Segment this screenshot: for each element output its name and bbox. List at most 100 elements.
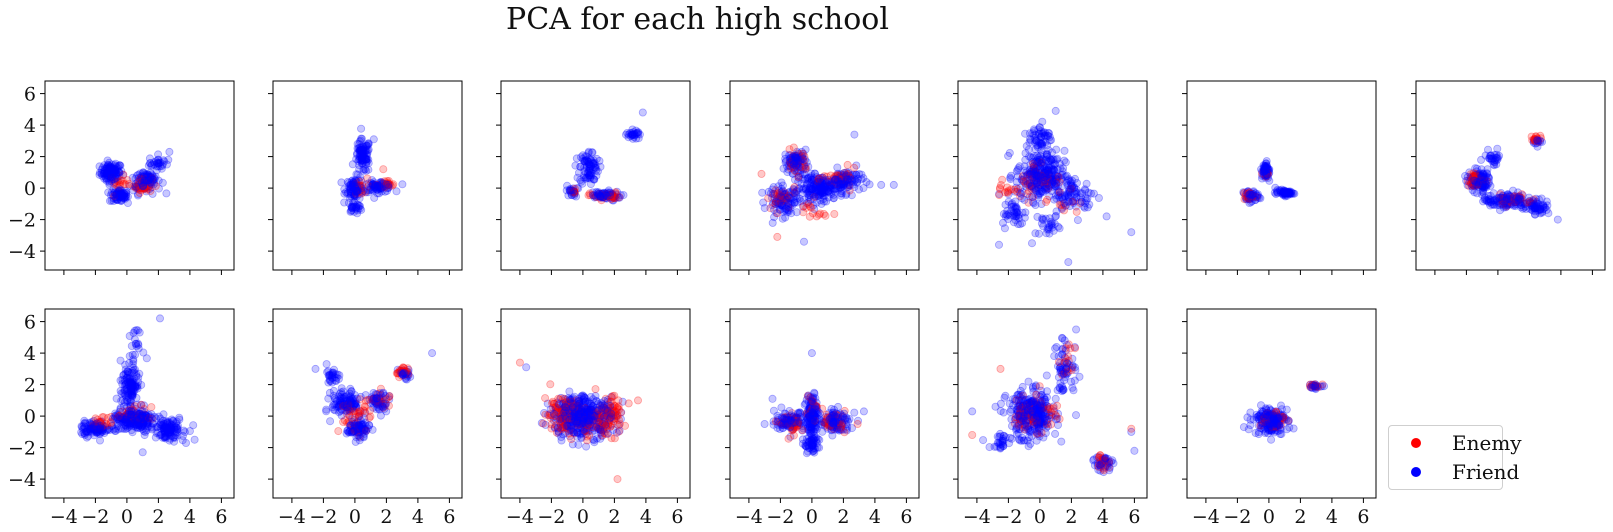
friend-point <box>1535 195 1544 204</box>
friend-point <box>1502 194 1511 203</box>
friend-point <box>128 389 137 398</box>
enemy-point <box>1533 134 1542 143</box>
friend-point <box>600 188 609 197</box>
enemy-point <box>112 181 121 190</box>
friend-point <box>831 175 840 184</box>
enemy-point <box>135 185 144 194</box>
friend-point <box>375 182 384 191</box>
enemy-point <box>775 190 784 199</box>
friend-point <box>125 378 134 387</box>
friend-point <box>777 200 786 209</box>
friend-point <box>338 398 347 407</box>
friend-point <box>584 160 593 169</box>
enemy-point <box>138 184 147 193</box>
enemy-point <box>782 193 791 202</box>
friend-point <box>128 382 137 391</box>
friend-point <box>1261 165 1270 174</box>
friend-point <box>1287 188 1296 197</box>
enemy-point <box>604 404 613 413</box>
friend-point <box>592 163 601 172</box>
friend-point <box>356 183 365 192</box>
friend-point <box>605 193 614 202</box>
friend-point <box>1039 222 1048 231</box>
friend-point <box>832 409 841 418</box>
friend-point <box>107 173 116 182</box>
enemy-point <box>93 415 102 424</box>
friend-point <box>368 396 377 405</box>
friend-point <box>350 182 359 191</box>
friend-point <box>827 182 836 191</box>
enemy-point <box>140 182 149 191</box>
friend-point <box>583 405 592 414</box>
friend-point <box>109 165 118 174</box>
friend-point <box>336 399 345 408</box>
friend-point <box>799 149 808 158</box>
friend-point <box>628 134 637 143</box>
friend-point <box>1033 166 1042 175</box>
friend-point <box>850 174 859 183</box>
friend-point <box>586 404 595 413</box>
friend-point <box>1044 224 1053 233</box>
enemy-point <box>357 189 366 198</box>
friend-point <box>339 399 348 408</box>
enemy-point <box>541 410 550 419</box>
friend-point <box>130 420 139 429</box>
friend-point <box>598 400 607 409</box>
friend-point <box>805 407 814 416</box>
friend-point <box>88 428 97 437</box>
friend-point <box>784 203 793 212</box>
friend-point <box>844 171 853 180</box>
axes-frame <box>500 308 691 499</box>
friend-point <box>771 200 780 209</box>
friend-point <box>1479 169 1488 178</box>
friend-point <box>811 180 820 189</box>
y-tick-label: −2 <box>8 438 36 460</box>
friend-point <box>403 370 412 379</box>
friend-point <box>119 194 128 203</box>
friend-point <box>175 415 184 424</box>
friend-point <box>805 188 814 197</box>
friend-point <box>811 394 820 403</box>
friend-point <box>334 374 343 383</box>
friend-point <box>1047 164 1056 173</box>
friend-point <box>579 411 588 420</box>
friend-point <box>346 397 355 406</box>
friend-point <box>567 424 576 433</box>
friend-point <box>401 370 410 379</box>
enemy-point <box>385 392 394 401</box>
friend-point <box>1038 117 1047 126</box>
enemy-point <box>779 195 788 204</box>
friend-point <box>1261 162 1270 171</box>
enemy-point <box>1264 170 1273 179</box>
friend-point <box>139 183 148 192</box>
friend-point <box>346 183 355 192</box>
friend-point <box>822 197 831 206</box>
friend-point <box>1506 200 1515 209</box>
friend-point <box>355 194 364 203</box>
friend-point <box>98 423 107 432</box>
friend-point <box>811 183 820 192</box>
friend-point <box>558 423 567 432</box>
friend-point <box>144 415 153 424</box>
friend-point <box>112 162 121 171</box>
friend-point <box>1040 131 1049 140</box>
friend-point <box>352 187 361 196</box>
friend-point <box>780 413 789 422</box>
friend-point <box>580 419 589 428</box>
friend-point <box>352 204 361 213</box>
enemy-point <box>1024 198 1033 207</box>
friend-point <box>1011 187 1020 196</box>
friend-point <box>1261 165 1270 174</box>
friend-point <box>159 425 168 434</box>
friend-point <box>1027 182 1036 191</box>
friend-point <box>120 413 129 422</box>
friend-point <box>589 395 598 404</box>
friend-point <box>111 189 120 198</box>
friend-point <box>1270 188 1279 197</box>
enemy-point <box>1027 182 1036 191</box>
friend-point <box>815 415 824 424</box>
friend-point <box>147 174 156 183</box>
friend-point <box>598 411 607 420</box>
friend-point <box>358 154 367 163</box>
friend-point <box>87 417 96 426</box>
